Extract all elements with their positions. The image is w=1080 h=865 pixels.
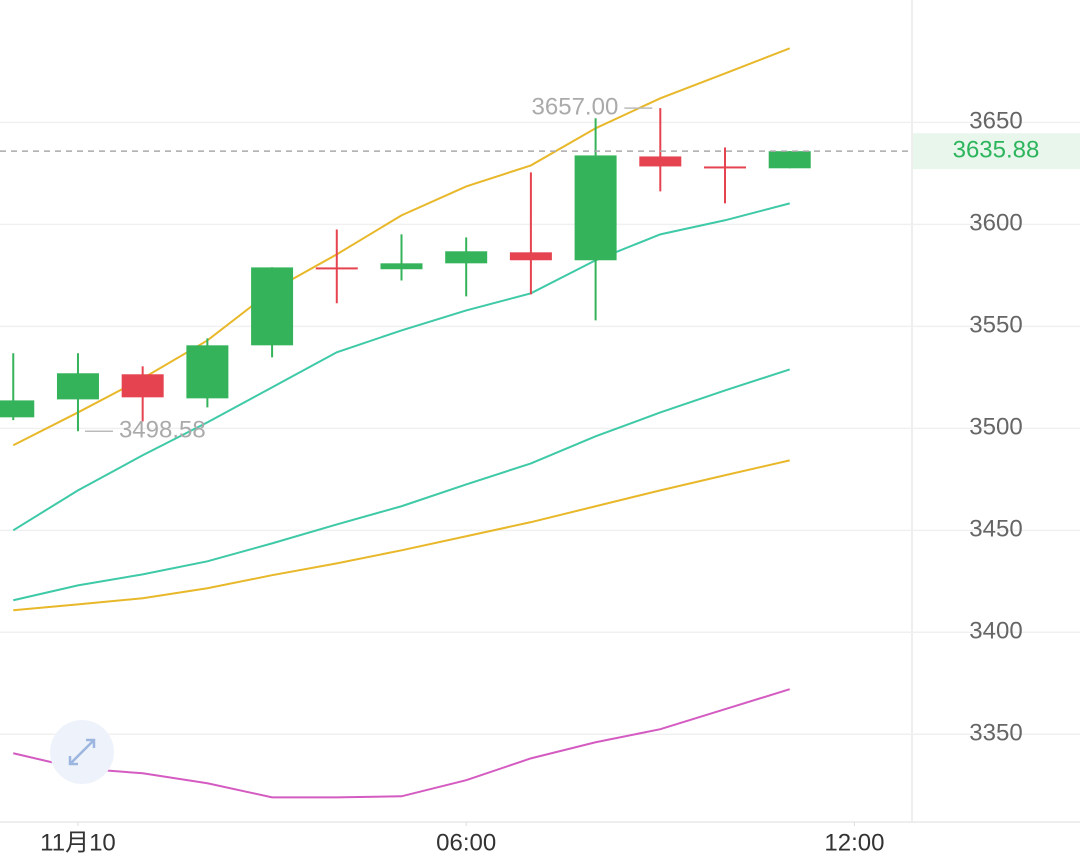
candle-body (251, 267, 294, 346)
candle-body (639, 156, 682, 167)
ma-line (12, 202, 790, 532)
x-tick-label: 11月10 (40, 829, 116, 856)
ma-line (13, 368, 791, 602)
y-tick-label: 3350 (969, 720, 1022, 747)
zoom-button[interactable] (50, 720, 114, 784)
grid (0, 121, 1080, 736)
x-tick-label: 12:00 (824, 829, 884, 856)
candle-body (704, 166, 747, 169)
plot-area (0, 47, 811, 799)
y-tick-label: 3400 (969, 618, 1022, 645)
y-tick-label: 3600 (969, 210, 1022, 237)
x-tick-label: 06:00 (436, 829, 496, 856)
annotation-label: 3498.58 (119, 417, 206, 444)
y-tick-label: 3450 (969, 516, 1022, 543)
ma-line (13, 459, 790, 612)
axes: 3350 3400 3450 3500 3550 3600 3650 11月10 06:00 12… (40, 108, 1023, 857)
candle-body (315, 267, 358, 270)
candle-body (445, 251, 488, 264)
y-tick-label: 3650 (969, 108, 1022, 135)
annotation-label: 3657.00 (532, 93, 619, 120)
last-price-bg (913, 133, 1080, 170)
candle-body (380, 263, 423, 270)
candle-body (574, 155, 617, 261)
y-tick-label: 3550 (969, 312, 1022, 339)
candle-body (121, 374, 164, 398)
ma-line (13, 688, 791, 799)
last-price-label: 3635.88 (953, 137, 1040, 164)
candle-body (509, 252, 552, 261)
candle-body (186, 345, 229, 399)
candle-body (56, 373, 99, 400)
candle-body (0, 400, 35, 418)
candle-body (768, 151, 811, 169)
y-tick-label: 3500 (969, 414, 1022, 441)
